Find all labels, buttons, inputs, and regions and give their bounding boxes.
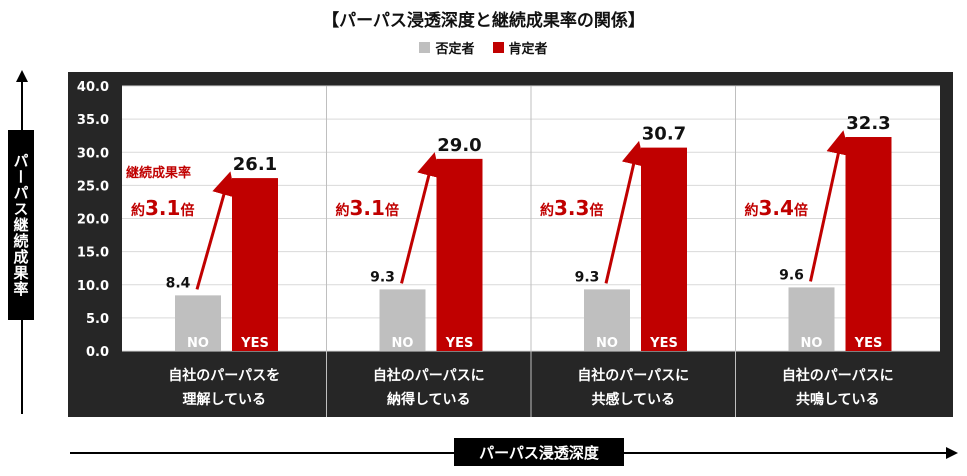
ratio-prefix: 約 <box>540 202 554 219</box>
data-label-yes: 26.1 <box>233 154 277 175</box>
chart-title: 【パーパス浸透深度と継続成果率の関係】 <box>322 11 645 31</box>
ratio-arrow <box>604 140 646 284</box>
y-tick-label: 15.0 <box>77 246 109 261</box>
category-label: 理解している <box>182 391 266 408</box>
category-label: 自社のパーパスに <box>373 367 485 384</box>
data-label-no: 9.3 <box>370 269 395 285</box>
bar-yes <box>436 158 483 351</box>
legend-swatch-no <box>419 42 431 53</box>
legend: 否定者 肯定者 <box>0 38 967 57</box>
bar-yes <box>232 178 278 351</box>
category-label: 自社のパーパスに <box>782 367 894 384</box>
y-axis-label: パーパス継続成果率 <box>8 130 34 320</box>
ratio-caption: 継続成果率 <box>126 165 191 181</box>
ratio-suffix: 倍 <box>180 202 194 219</box>
data-label-no: 8.4 <box>166 275 191 291</box>
legend-label-no: 否定者 <box>435 42 475 57</box>
ratio-arrow <box>195 171 236 290</box>
legend-label-yes: 肯定者 <box>508 42 548 57</box>
bar-inner-label-yes: YES <box>649 336 678 351</box>
data-label-yes: 29.0 <box>437 135 481 156</box>
bar-inner-label-yes: YES <box>445 336 474 351</box>
category-label: 自社のパーパスに <box>577 367 689 384</box>
ratio-value: 3.1 <box>350 196 385 220</box>
ratio-suffix: 倍 <box>385 202 399 219</box>
ratio-prefix: 約 <box>745 202 759 219</box>
bar-yes <box>641 147 687 351</box>
y-tick-label: 25.0 <box>77 179 109 194</box>
bar-inner-label-no: NO <box>596 336 618 351</box>
ratio-arrow <box>809 130 851 282</box>
y-tick-label: 30.0 <box>77 146 109 161</box>
data-label-no: 9.3 <box>575 269 600 285</box>
bar-inner-label-no: NO <box>187 336 209 351</box>
ratio-annotation: 約3.4倍 <box>745 196 808 220</box>
legend-item-no: 否定者 <box>419 38 475 57</box>
category-label: 納得している <box>387 391 471 408</box>
ratio-annotation: 約3.3倍 <box>540 196 603 220</box>
bar-no <box>584 289 630 351</box>
bar-inner-label-no: NO <box>801 336 823 351</box>
ratio-suffix: 倍 <box>589 202 603 219</box>
bar-inner-label-yes: YES <box>240 336 269 351</box>
data-label-yes: 32.3 <box>846 113 890 134</box>
ratio-suffix: 倍 <box>794 202 808 219</box>
category-label: 共感している <box>591 391 675 408</box>
bar-inner-label-no: NO <box>392 336 414 351</box>
ratio-annotation: 約3.1倍 <box>131 196 194 220</box>
ratio-value: 3.1 <box>145 196 180 220</box>
data-label-no: 9.6 <box>779 267 804 283</box>
category-labels: 自社のパーパスを理解している自社のパーパスに納得している自社のパーパスに共感して… <box>168 367 893 408</box>
ratio-arrow <box>400 152 441 284</box>
category-label: 共鳴している <box>796 391 880 408</box>
legend-item-yes: 肯定者 <box>492 38 548 57</box>
ratio-prefix: 約 <box>131 202 145 219</box>
ratio-annotation: 約3.1倍 <box>336 196 399 220</box>
y-tick-labels: 0.0 5.0 10.0 15.0 20.0 25.0 30.0 35.0 40.0 <box>77 80 109 360</box>
ratio-value: 3.3 <box>554 196 589 220</box>
x-axis-label: パーパス浸透深度 <box>454 438 624 466</box>
y-tick-label: 40.0 <box>77 80 109 95</box>
y-tick-label: 10.0 <box>77 279 109 294</box>
bar-no <box>788 287 835 351</box>
data-label-yes: 30.7 <box>642 124 686 145</box>
y-tick-label: 5.0 <box>86 312 109 327</box>
ratio-value: 3.4 <box>759 196 794 220</box>
legend-swatch-yes <box>492 42 504 53</box>
bar-no <box>379 289 426 351</box>
y-tick-label: 20.0 <box>77 213 109 228</box>
bar-inner-label-yes: YES <box>854 336 883 351</box>
bar-no <box>175 295 221 351</box>
category-label: 自社のパーパスを <box>168 367 280 384</box>
bar-yes <box>845 137 892 351</box>
y-tick-label: 0.0 <box>86 345 109 360</box>
ratio-prefix: 約 <box>336 202 350 219</box>
y-tick-label: 35.0 <box>77 113 109 128</box>
